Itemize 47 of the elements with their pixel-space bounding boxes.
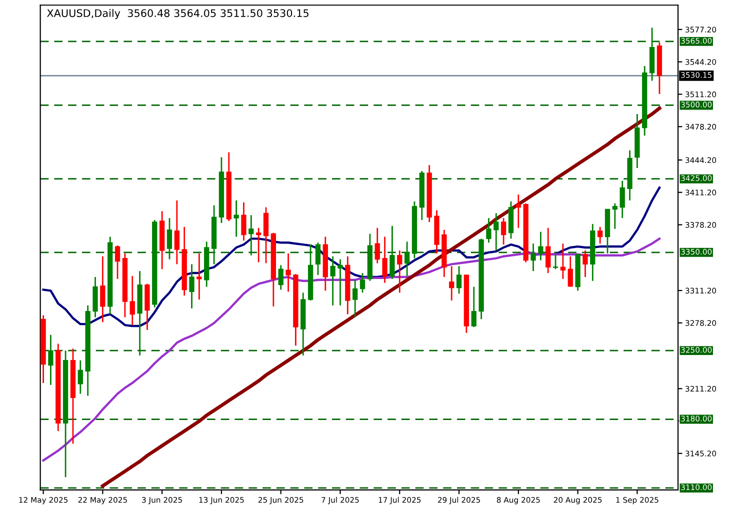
candlestick [256,227,262,263]
candlestick [352,279,358,318]
candlestick [404,240,410,277]
candlestick [130,275,135,326]
candlestick [330,256,336,306]
candlestick [538,231,544,261]
candlestick [494,212,499,252]
candlestick [278,264,284,290]
candlestick [78,360,83,394]
candlestick [582,250,588,278]
candlestick [620,180,625,219]
candlestick [100,256,106,323]
candlestick [286,252,291,292]
candlestick [449,265,454,302]
candlestick [552,254,558,270]
line-series [42,186,661,328]
candlestick [612,202,618,230]
candlestick [315,242,321,276]
line-series [100,106,662,488]
candlestick [114,244,120,280]
candlestick [516,194,521,229]
candlestick [196,252,202,300]
candlestick [338,258,343,306]
candlestick [530,242,536,272]
candlestick [390,225,395,280]
candlestick [500,217,506,246]
candlestick [382,236,388,284]
candlestick [263,206,269,264]
candlestick [568,256,573,288]
candlestick [48,334,54,386]
candlestick [374,227,380,264]
candlestick [546,227,551,274]
candlestick [166,217,172,260]
candlestick [234,200,239,238]
candlestick [456,265,462,294]
candlestick [248,214,254,256]
candlestick [241,202,246,242]
candlestick [174,200,180,265]
candlestick [360,272,366,294]
candlestick [397,250,402,294]
candlestick [189,264,194,310]
chart-title: XAUUSD,Daily 3560.48 3564.05 3511.50 3530.15 [47,9,308,20]
candlestick [471,286,476,328]
candlestick [560,242,566,280]
candlestick [597,226,603,244]
candlestick [486,217,492,244]
line-series [42,238,661,462]
